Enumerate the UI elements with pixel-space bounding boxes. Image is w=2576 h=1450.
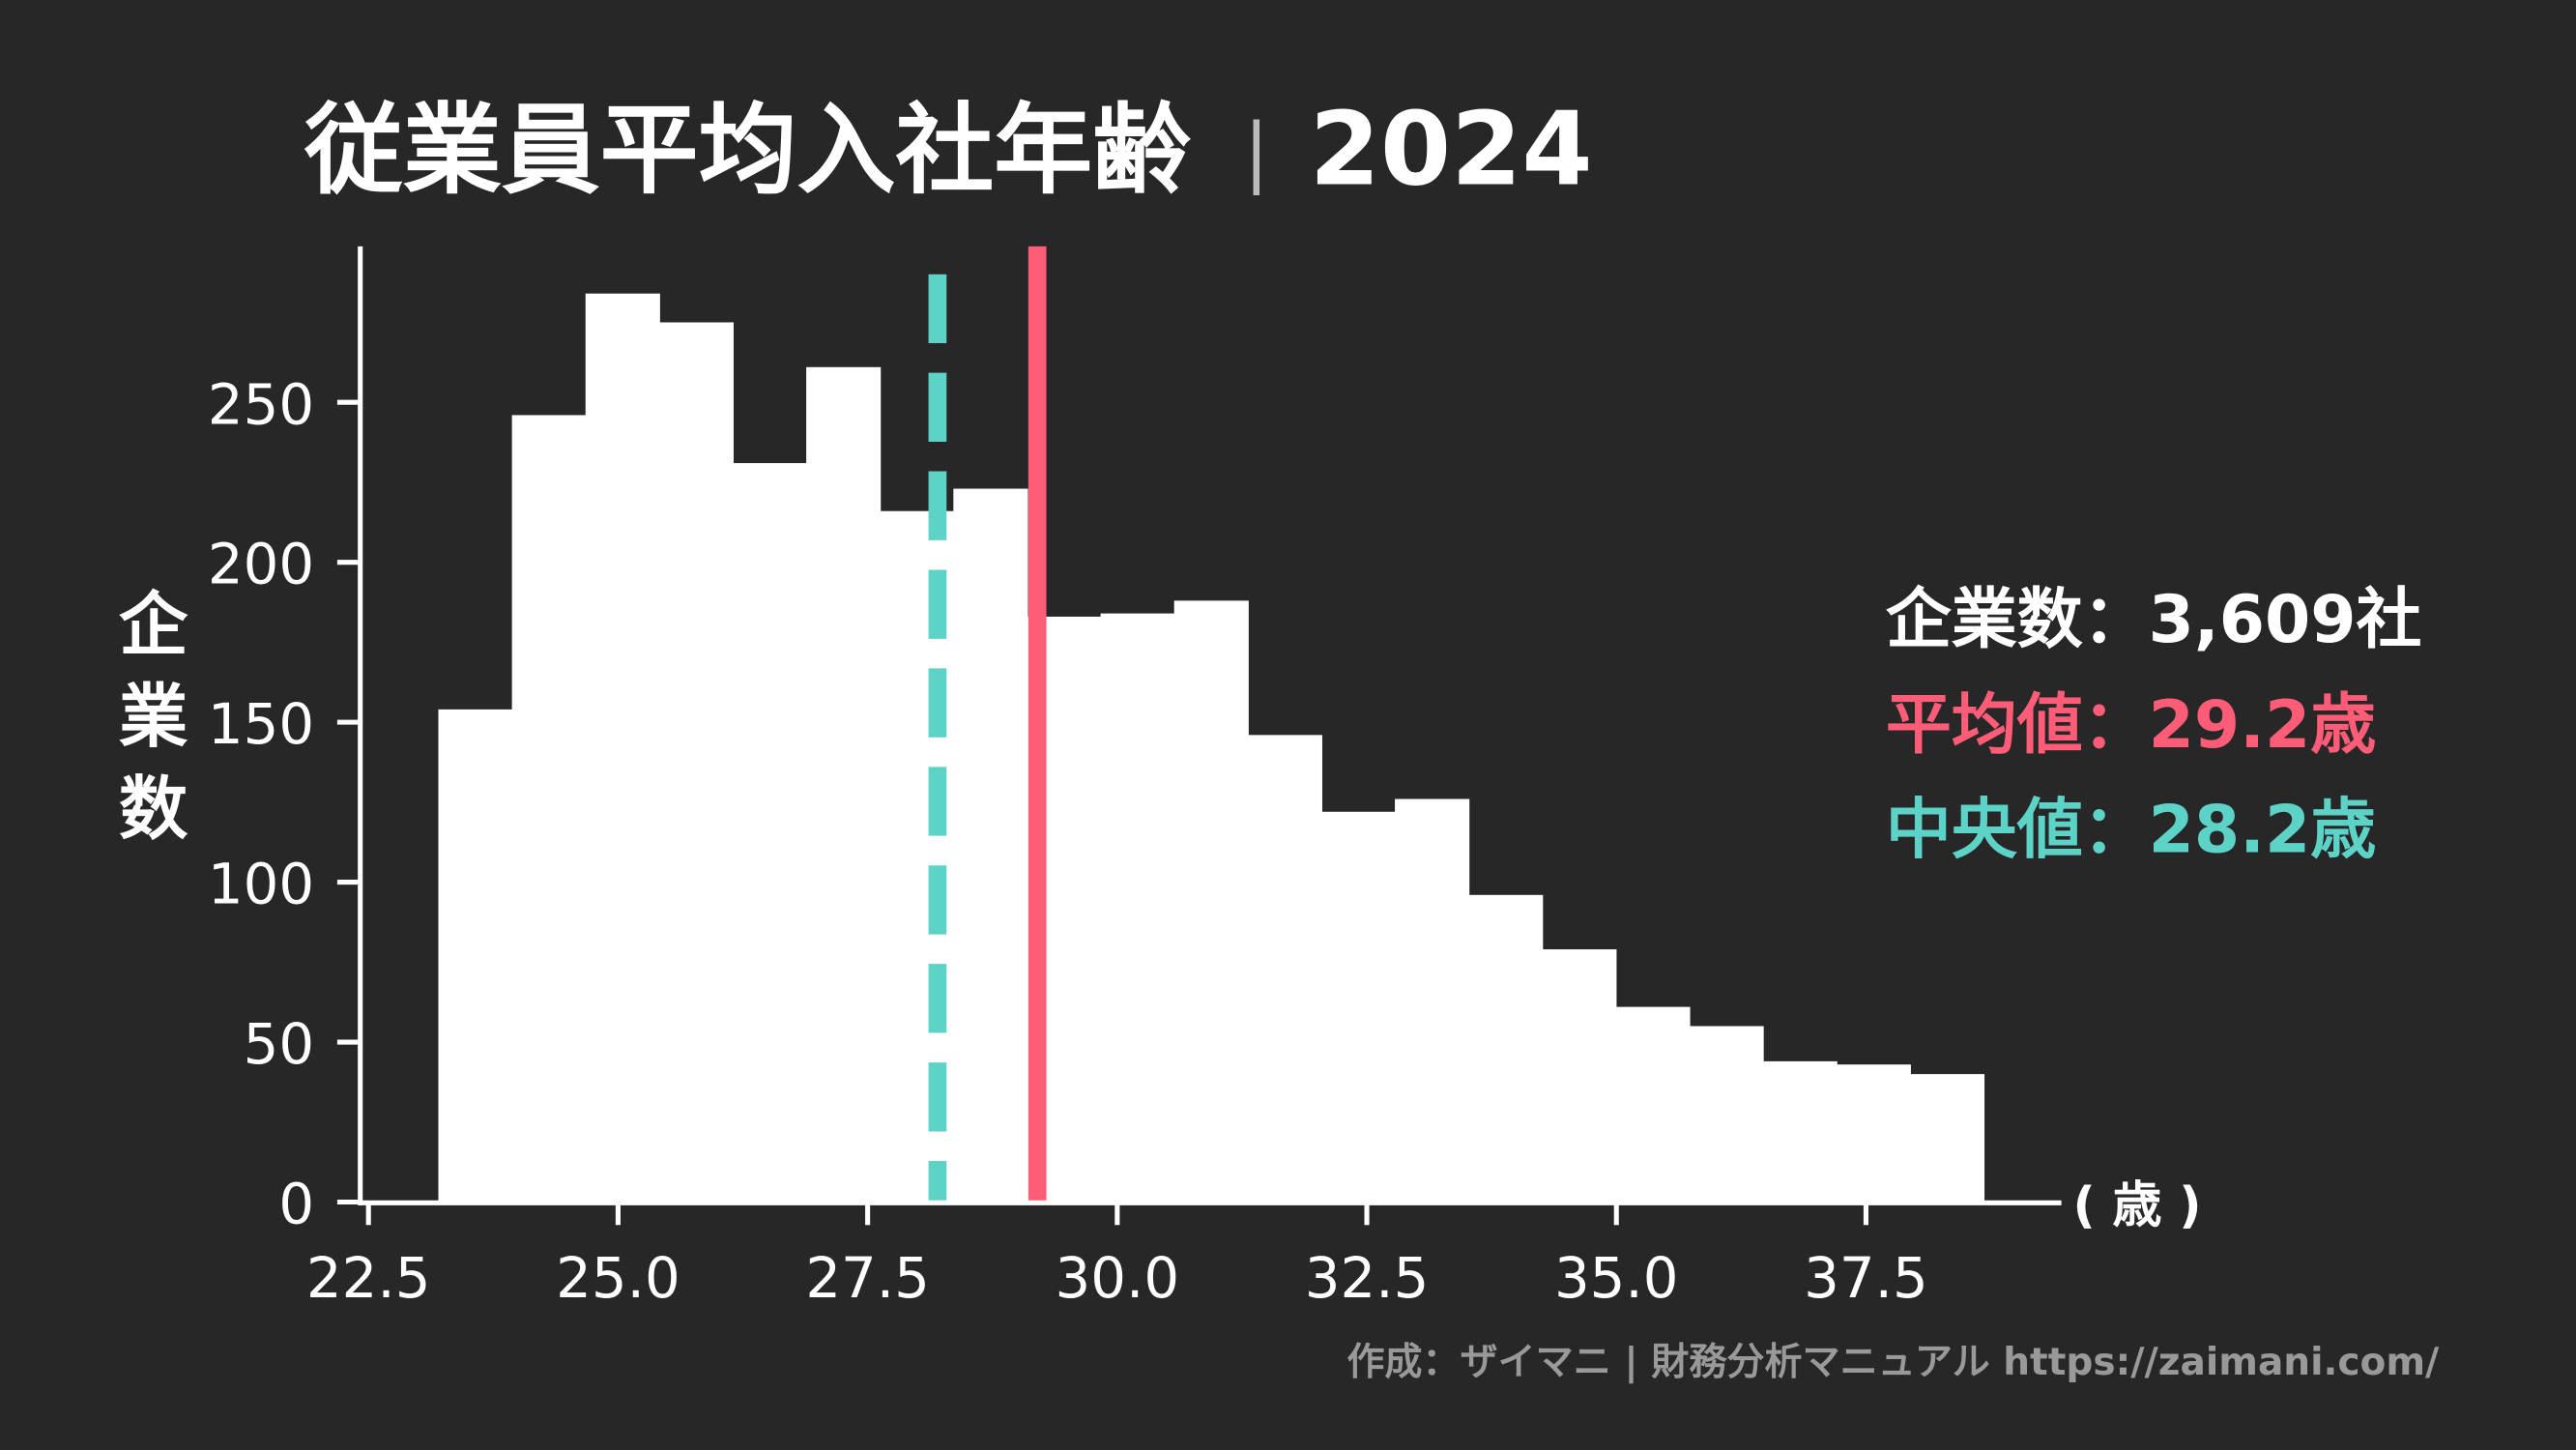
title-year: 2024 xyxy=(1310,89,1593,208)
histogram-bar xyxy=(585,293,660,1203)
histogram-bar xyxy=(1909,1074,1985,1203)
y-axis-label: 企業数 xyxy=(119,585,188,849)
bars-group xyxy=(438,293,1985,1203)
x-axis-label: ( 歳 ) xyxy=(2073,1177,2202,1234)
y-tick-label: 150 xyxy=(208,691,314,757)
histogram-bar xyxy=(1689,1026,1764,1203)
annotation-label: 中央値 xyxy=(1886,793,2083,869)
y-tick-label: 250 xyxy=(208,371,314,437)
histogram-bar xyxy=(806,366,882,1203)
annotation-value: 29.2歳 xyxy=(2149,687,2377,764)
histogram-bar xyxy=(1762,1060,1838,1203)
footer-credit: 作成：ザイマニ | 財務分析マニュアル https://zaimani.com/ xyxy=(1346,1341,2440,1384)
annotation-sep: ： xyxy=(2083,793,2149,869)
annotation-value: 3,609社 xyxy=(2149,582,2422,658)
histogram-bar xyxy=(658,322,734,1203)
x-tick-label: 27.5 xyxy=(805,1245,930,1311)
title-separator: | xyxy=(1244,107,1269,195)
histogram-bar xyxy=(1173,600,1249,1203)
histogram-bar xyxy=(1395,798,1470,1203)
histogram-bar xyxy=(1615,1006,1691,1203)
annotation-2: 中央値：28.2歳 xyxy=(1886,793,2376,869)
histogram-bar xyxy=(1542,949,1617,1203)
x-tick-label: 22.5 xyxy=(306,1245,431,1311)
annotation-label: 企業数 xyxy=(1886,582,2083,658)
y-tick-label: 0 xyxy=(278,1172,314,1237)
x-tick-label: 35.0 xyxy=(1554,1245,1679,1311)
axes: 0 50 100 150 200 250 22.5 25.0 27.5 30.0 32.5 35.0 3… xyxy=(208,246,2062,1311)
reference-lines xyxy=(928,246,1047,1203)
chart-title: 従業員平均入社年齢 | 2024 xyxy=(304,89,1593,208)
annotation-1: 平均値：29.2歳 xyxy=(1886,687,2376,764)
histogram-bar xyxy=(511,415,587,1203)
x-tick-label: 25.0 xyxy=(556,1245,680,1311)
histogram-bar xyxy=(1320,811,1397,1203)
y-axis-label-char: 数 xyxy=(119,768,188,849)
histogram-bar xyxy=(1247,735,1322,1203)
y-tick-label: 50 xyxy=(244,1011,315,1077)
x-tick-label: 30.0 xyxy=(1056,1245,1180,1311)
annotation-label: 平均値 xyxy=(1886,687,2083,764)
title-text: 従業員平均入社年齢 xyxy=(304,93,1191,208)
y-axis-label-char: 業 xyxy=(119,677,188,757)
histogram-bar xyxy=(953,488,1028,1203)
annotation-0: 企業数：3,609社 xyxy=(1886,582,2422,658)
y-axis-label-char: 企 xyxy=(119,585,188,665)
annotation-sep: ： xyxy=(2083,582,2149,658)
histogram-bar xyxy=(1100,613,1175,1203)
histogram-bar xyxy=(1836,1064,1911,1203)
x-tick-label: 32.5 xyxy=(1305,1245,1430,1311)
y-tick-label: 100 xyxy=(208,852,314,917)
x-tick-label: 37.5 xyxy=(1804,1245,1928,1311)
histogram-bar xyxy=(438,709,513,1203)
y-tick-label: 200 xyxy=(208,532,314,597)
histogram-bar xyxy=(732,463,808,1203)
histogram-bar xyxy=(1468,894,1544,1203)
annotation-sep: ： xyxy=(2083,687,2149,764)
annotation-value: 28.2歳 xyxy=(2149,793,2377,869)
